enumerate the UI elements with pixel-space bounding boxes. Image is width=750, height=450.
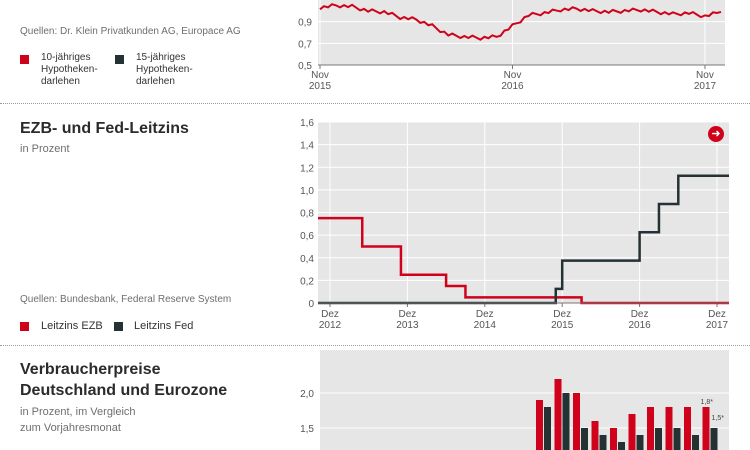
chart2-y-tick: 1,4 (300, 141, 314, 152)
chart3-consumer-prices: 2,0 1,5 1,8* 1,5* (300, 350, 729, 450)
chart3-bar-de (536, 400, 543, 450)
chart2-source: Quellen: Bundesbank, Federal Reserve Sys… (20, 294, 232, 305)
chart3-data-label-de: 1,8* (701, 399, 714, 406)
chart2-y-tick: 1,2 (300, 163, 314, 174)
chart2-x-tick-month: Dez (553, 309, 571, 320)
chart1-x-tick-month: Nov (696, 70, 714, 81)
chart3-bar-ez (710, 428, 718, 450)
chart3-bar-ez (673, 428, 681, 450)
chart3-title: Verbraucherpreise Deutschland und Eurozo… (20, 361, 228, 399)
expand-arrow-icon[interactable]: ➜ (708, 126, 724, 142)
chart1-series-10y-line (319, 3, 722, 41)
chart3-bar-ez (581, 428, 588, 450)
chart2-x-tick-month: Dez (476, 309, 494, 320)
chart3-y-tick: 1,5 (300, 424, 314, 435)
chart2-legend-swatch-fed (114, 322, 123, 331)
chart1-x-tick-year: 2016 (501, 81, 524, 92)
chart1-legend-swatch-10y (20, 55, 29, 64)
chart2-legend-swatch-ezb (20, 322, 29, 331)
chart3-data-label-ez: 1,5* (712, 415, 725, 422)
chart3-bar-ez (599, 435, 607, 450)
chart1-y-tick: 0,9 (298, 18, 312, 29)
chart1-plot-bg (318, 0, 725, 65)
chart2-x-tick-year: 2017 (706, 320, 729, 331)
chart2-legend-label-fed: Leitzins Fed (134, 320, 194, 332)
chart3-y-tick: 2,0 (300, 389, 314, 400)
chart2-x-tick-year: 2014 (474, 320, 497, 331)
chart3-bar-ez (655, 428, 662, 450)
chart2-y-tick: 1,6 (300, 118, 314, 129)
chart2-y-tick: 0,2 (300, 276, 314, 287)
chart3-bar-ez (636, 435, 644, 450)
chart2-x-tick-month: Dez (631, 309, 649, 320)
chart3-bar-ez (692, 435, 699, 450)
chart3-bar-ez (562, 393, 570, 450)
chart2-title: EZB- und Fed-Leitzins (20, 120, 189, 137)
chart3-bar-de (647, 407, 654, 450)
chart2-x-tick-year: 2012 (319, 320, 342, 331)
chart3-bar-de (573, 393, 580, 450)
chart2-x-tick-month: Dez (708, 309, 726, 320)
chart2-series-line-fed (318, 174, 729, 305)
chart2-y-tick: 0,6 (300, 231, 314, 242)
chart3-bar-de (610, 428, 617, 450)
chart3-bar-de (554, 379, 562, 450)
chart2-legend-label-ezb: Leitzins EZB (41, 320, 103, 332)
chart1-x-tick-month: Nov (311, 70, 329, 81)
chart1-y-tick: 0,7 (298, 39, 312, 50)
chart3-bar-de (591, 421, 599, 450)
chart2-y-tick: 1,0 (300, 186, 314, 197)
chart2-subtitle: in Prozent (20, 143, 70, 155)
chart1-x-tick-month: Nov (504, 70, 522, 81)
chart1-source: Quellen: Dr. Klein Privatkunden AG, Euro… (20, 26, 241, 37)
chart1-legend-swatch-15y (115, 55, 124, 64)
chart2-y-tick: 0,4 (300, 254, 314, 265)
chart2-y-tick: 0 (308, 299, 314, 310)
chart2-x-tick-month: Dez (321, 309, 339, 320)
chart3-bar-de (684, 407, 691, 450)
chart1-x-tick-year: 2015 (309, 81, 332, 92)
arrow-glyph: ➜ (711, 128, 721, 140)
chart2-key-rates: 1,61,41,21,00,80,60,40,20Dez2012Dez2013D… (300, 118, 729, 331)
chart2-x-tick-year: 2016 (628, 320, 651, 331)
chart2-x-tick-month: Dez (399, 309, 417, 320)
chart1-legend-label-15y: 15-jähriges Hypotheken- darlehen (136, 52, 193, 87)
chart3-bar-ez (544, 407, 551, 450)
chart3-bar-de (702, 407, 710, 450)
chart2-x-tick-year: 2013 (396, 320, 419, 331)
section-divider-2 (0, 345, 750, 346)
chart3-subtitle: in Prozent, im Vergleich zum Vorjahresmo… (20, 406, 136, 434)
section-divider-1 (0, 103, 750, 104)
chart1-legend-label-10y: 10-jähriges Hypotheken- darlehen (41, 52, 98, 87)
chart2-y-tick: 0,8 (300, 209, 314, 220)
chart3-bar-ez (618, 442, 625, 450)
chart2-x-tick-year: 2015 (551, 320, 574, 331)
chart3-bar-de (628, 414, 636, 450)
chart1-x-tick-year: 2017 (694, 81, 717, 92)
chart3-bar-de (665, 407, 673, 450)
chart1-y-tick: 0,5 (298, 61, 312, 72)
